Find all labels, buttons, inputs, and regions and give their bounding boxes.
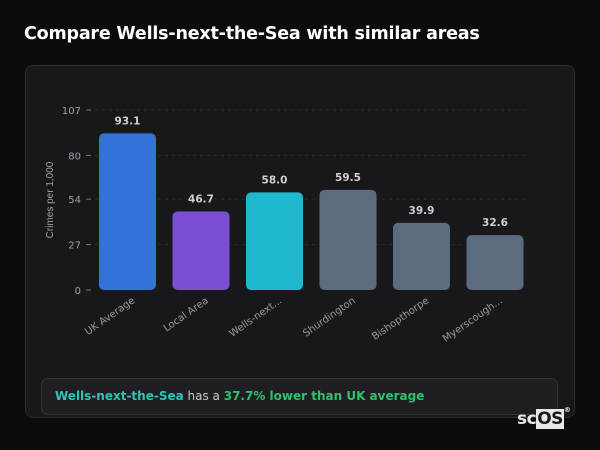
scos-logo: scOS® [517, 406, 571, 429]
y-tick-label: 54 [68, 195, 81, 206]
data-label: 59.5 [335, 172, 361, 184]
y-tick-label: 0 [75, 286, 81, 297]
y-tick-label: 27 [68, 241, 81, 252]
y-tick-label: 80 [68, 151, 81, 162]
data-label: 93.1 [115, 115, 141, 127]
x-tick-label: Bishopthorpe [370, 295, 431, 342]
bar-bishopthorpe [393, 222, 450, 290]
bar-local-area [172, 211, 230, 290]
bar-wells-next- [246, 192, 303, 290]
comparison-summary: Wells-next-the-Sea has a 37.7% lower tha… [41, 378, 558, 415]
data-label: 58.0 [262, 174, 288, 186]
x-tick-label: Wells-next... [228, 295, 285, 339]
bar-shurdington [319, 189, 377, 290]
x-tick-label: UK Average [83, 295, 137, 337]
x-tick-label: Shurdington [301, 295, 357, 339]
x-tick-label: Local Area [162, 295, 211, 334]
area-name: Wells-next-the-Sea [55, 389, 184, 403]
y-tick-label: 107 [62, 106, 81, 117]
y-axis-label: Crimes per 1,000 [45, 161, 56, 238]
summary-text: has a [183, 389, 224, 403]
bar-myerscough- [466, 235, 524, 290]
data-label: 32.6 [482, 217, 508, 229]
page-title: Compare Wells-next-the-Sea with similar … [24, 24, 480, 44]
x-tick-label: Myerscough... [441, 295, 505, 344]
data-label: 39.9 [409, 205, 435, 217]
difference-text: 37.7% lower than UK average [223, 389, 425, 403]
data-label: 46.7 [188, 193, 214, 205]
bar-uk-average [99, 133, 156, 290]
